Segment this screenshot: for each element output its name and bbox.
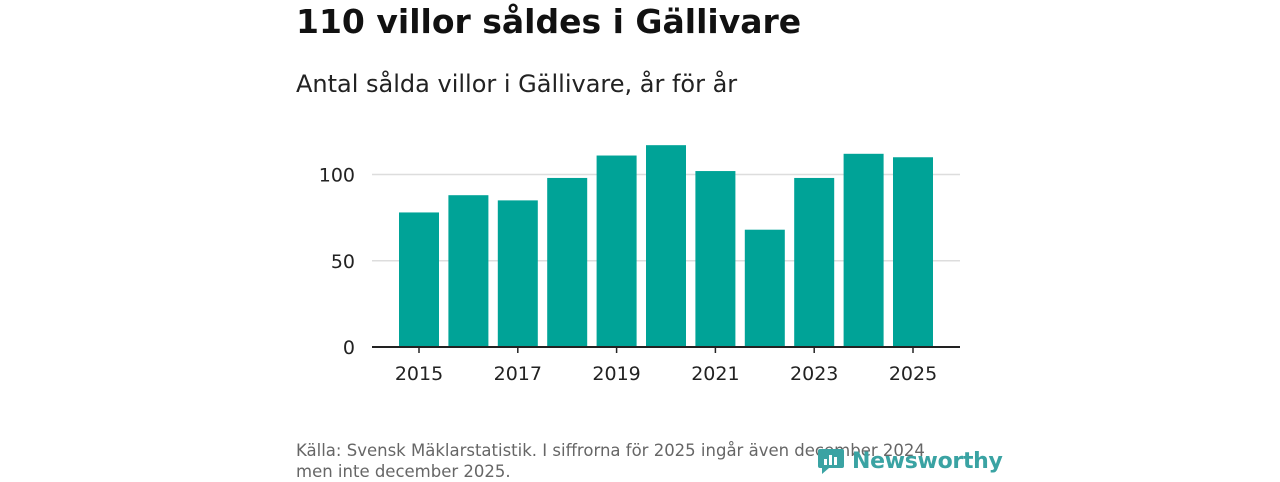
y-tick-label: 0 bbox=[343, 337, 355, 359]
bar-2025 bbox=[893, 157, 933, 347]
y-tick-label: 100 bbox=[319, 165, 355, 187]
bar-2023 bbox=[794, 177, 835, 347]
bar-2018 bbox=[547, 177, 588, 347]
bar-2022 bbox=[744, 229, 785, 347]
x-tick-label: 2015 bbox=[395, 363, 443, 385]
bar-2021 bbox=[695, 171, 736, 347]
x-tick-label: 2025 bbox=[889, 363, 937, 385]
x-tick-label: 2019 bbox=[592, 363, 640, 385]
chart-title: 110 villor såldes i Gällivare bbox=[296, 2, 802, 41]
bar-2016 bbox=[448, 195, 489, 347]
x-tick-label: 2021 bbox=[691, 363, 739, 385]
y-tick-label: 50 bbox=[331, 251, 355, 273]
x-tick-label: 2023 bbox=[790, 363, 838, 385]
bar-2017 bbox=[497, 200, 538, 347]
bars bbox=[399, 145, 933, 347]
newsworthy-logo-icon bbox=[818, 449, 844, 474]
bar-2015 bbox=[399, 212, 439, 347]
bar-2024 bbox=[843, 153, 884, 347]
brand-name: Newsworthy bbox=[852, 448, 1003, 474]
brand-logo: Newsworthy bbox=[816, 446, 1003, 476]
y-axis-ticks: 0 50 100 bbox=[319, 165, 355, 360]
bar-2019 bbox=[596, 155, 637, 347]
chart-subtitle: Antal sålda villor i Gällivare, år för å… bbox=[296, 70, 738, 98]
x-tick-label: 2017 bbox=[494, 363, 542, 385]
bar-2020 bbox=[646, 145, 686, 347]
source-note: Källa: Svensk Mäklarstatistik. I siffror… bbox=[296, 441, 925, 481]
x-axis-ticks: 2015 2017 2019 2021 2023 2025 bbox=[395, 347, 937, 385]
